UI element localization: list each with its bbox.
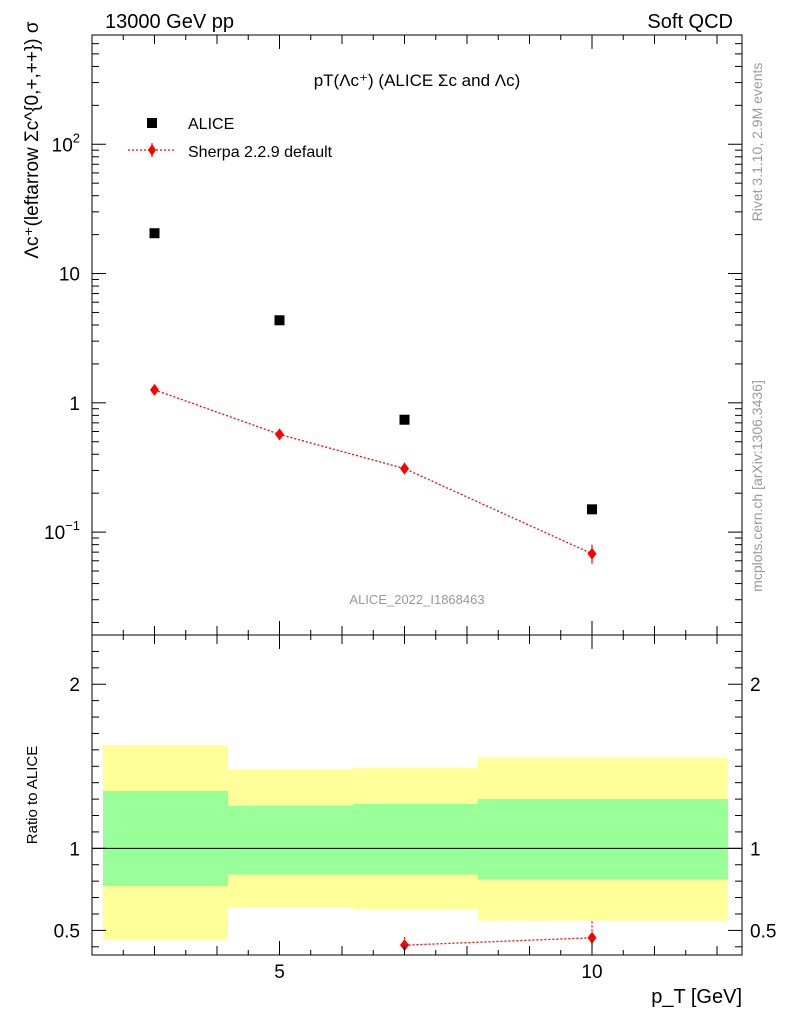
mc-point (400, 462, 409, 475)
x-tick-label: 10 (581, 962, 602, 983)
legend: ALICE Sherpa 2.2.9 default (128, 116, 333, 161)
y-tick-label: 10−1 (44, 518, 80, 544)
ratio-band-bin (478, 799, 728, 880)
ratio-data (400, 921, 597, 952)
y-axis-label: Λc⁺(leftarrow Σc^{0,+,++}) σ (22, 21, 43, 259)
x-axis-label: p_T [GeV] (651, 986, 742, 1008)
x-tick-label: 5 (274, 962, 285, 983)
ratio-band-bin (353, 804, 478, 875)
header-left: 13000 GeV pp (105, 11, 234, 33)
main-panel: 102 10 1 10−1 13000 GeV pp Soft QCD pT(Λc⁺)… (22, 11, 743, 636)
ratio-mc-point (587, 931, 597, 944)
mc-series-line (154, 389, 593, 555)
data-point (399, 414, 410, 425)
ratio-mc-point (400, 939, 409, 952)
ratio-band-bin (228, 805, 353, 875)
legend-alice-marker (147, 118, 157, 128)
mc-point (587, 547, 597, 560)
data-point (587, 504, 597, 515)
ratio-y-tick-label-right: 1 (750, 839, 761, 860)
ratio-y-tick-label-right: 2 (750, 675, 761, 696)
y-tick-label: 10 (59, 265, 80, 286)
main-data (149, 228, 597, 564)
ratio-y-tick-label-left: 1 (69, 839, 80, 860)
data-point (274, 315, 285, 326)
ratio-y-tick-label-right: 0.5 (750, 921, 776, 942)
legend-sherpa-label: Sherpa 2.2.9 default (188, 144, 333, 161)
y-tick-label: 1 (69, 394, 80, 415)
ratio-plot-frame (91, 634, 743, 956)
main-ticks: 102 10 1 10−1 (44, 34, 742, 635)
side-label-rivet: Rivet 3.1.10, 2.9M events (749, 63, 765, 222)
ratio-y-tick-label-left: 2 (69, 675, 80, 696)
watermark: ALICE_2022_I1868463 (349, 592, 484, 607)
ratio-band-bin (103, 790, 228, 887)
ratio-ticks: 0.5 0.5 1 1 2 2 5 10 (54, 635, 776, 983)
ratio-y-axis-label: Ratio to ALICE (24, 746, 41, 844)
mc-point (275, 428, 284, 441)
header-right: Soft QCD (647, 11, 733, 33)
data-point (149, 228, 160, 239)
y-tick-label: 102 (52, 130, 80, 156)
ratio-bands (103, 744, 728, 941)
ratio-mc-line (404, 937, 593, 946)
chart-title: pT(Λc⁺) (ALICE Σc and Λc) (314, 71, 521, 90)
side-label-source: mcplots.cern.ch [arXiv:1306.3436] (749, 380, 765, 592)
mc-point (150, 383, 159, 396)
legend-sherpa-marker (148, 144, 156, 156)
ratio-panel: 0.5 0.5 1 1 2 2 5 10 Ratio to ALICE p_T [GeV] (24, 634, 776, 1008)
ratio-y-tick-label-left: 0.5 (54, 921, 80, 942)
legend-alice-label: ALICE (188, 116, 234, 133)
